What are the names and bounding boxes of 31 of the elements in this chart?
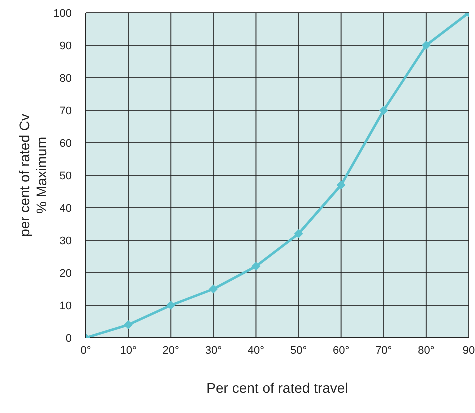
point xyxy=(166,301,176,310)
y-axis-title: per cent of rated Cv % Maximum xyxy=(16,114,50,237)
x-axis-title: Per cent of rated travel xyxy=(206,380,348,396)
y-tick-label: 10 xyxy=(60,300,72,312)
y-tick-label: 50 xyxy=(60,170,72,182)
x-tick-label: 0° xyxy=(80,344,92,357)
x-tick-label: 30° xyxy=(205,344,222,357)
x-tick-label: 10° xyxy=(120,344,137,357)
x-tick-label: 70° xyxy=(376,344,392,357)
x-tick-label: 20° xyxy=(162,344,180,357)
x-tick-label: 80° xyxy=(418,344,435,357)
point xyxy=(252,262,261,271)
x-tick-label: 60° xyxy=(333,344,350,357)
x-tick-label: 40° xyxy=(248,344,265,357)
y-tick-label: 40 xyxy=(60,203,72,215)
y-tick-label: 60 xyxy=(60,138,72,150)
point xyxy=(422,41,431,50)
y-tick-label: 70 xyxy=(60,106,72,118)
y-tick-label: 100 xyxy=(54,8,72,20)
point xyxy=(209,284,218,294)
point xyxy=(336,180,346,190)
point xyxy=(294,230,304,238)
y-tick-label: 0 xyxy=(66,333,72,345)
point xyxy=(379,106,388,115)
y-tick-label: 30 xyxy=(60,236,72,248)
x-tick-label: 50° xyxy=(290,344,308,357)
y-tick-label: 20 xyxy=(60,268,72,280)
y-tick-label: 80 xyxy=(60,73,72,85)
y-tick-label: 90 xyxy=(60,40,72,52)
x-tick-label: 90 xyxy=(462,344,475,357)
point xyxy=(124,320,134,330)
